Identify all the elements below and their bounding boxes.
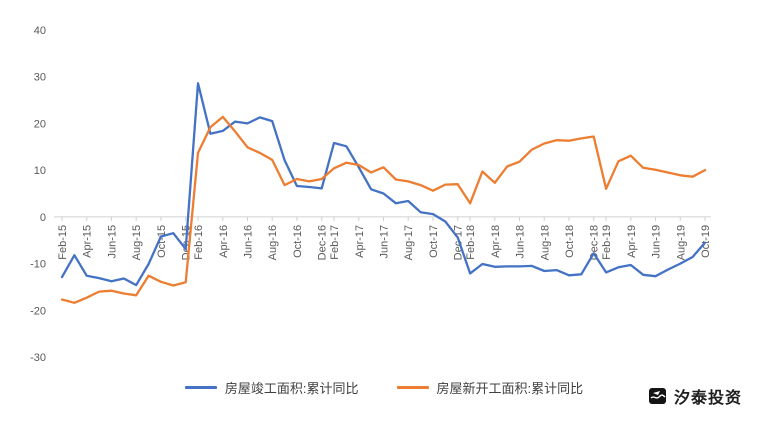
legend-label-new-starts-area: 房屋新开工面积:累计同比: [436, 381, 584, 396]
y-axis-label: -10: [30, 259, 46, 271]
y-axis-label: -30: [30, 352, 46, 364]
y-axis-label: 0: [40, 212, 46, 224]
y-axis-label: 40: [34, 25, 46, 37]
x-axis-label: Apr-19: [626, 225, 638, 258]
x-axis-label: Dec-16: [317, 225, 329, 260]
x-axis-label: Apr-15: [82, 225, 94, 258]
series-line-new-starts-area: [60, 115, 707, 304]
x-axis-label: Aug-16: [267, 225, 279, 260]
x-axis-label: Apr-16: [218, 225, 230, 258]
x-axis-label: Feb-18: [465, 225, 477, 260]
watermark: 汐泰投资: [648, 384, 742, 408]
x-axis-label: Aug-17: [403, 225, 415, 260]
legend-line-sample-blue: [184, 386, 217, 389]
x-axis-label: Aug-18: [539, 225, 551, 260]
company-logo-icon: [648, 388, 666, 404]
x-axis-label: Oct-19: [700, 225, 712, 258]
chart-legend: 房屋竣工面积:累计同比 房屋新开工面积:累计同比: [0, 378, 768, 397]
legend-item-completed-area: 房屋竣工面积:累计同比: [184, 378, 359, 397]
x-axis-label: Oct-18: [564, 225, 576, 258]
x-axis-label: Jun-18: [515, 225, 527, 259]
series-line-completed-area: [60, 82, 707, 287]
x-axis-label: Feb-16: [193, 225, 205, 260]
y-axis-label: 20: [34, 118, 46, 130]
x-axis-label: Jun-15: [106, 225, 118, 259]
x-axis-label: Jun-19: [651, 225, 663, 259]
y-axis-label: 30: [34, 72, 46, 84]
y-axis-label: 10: [34, 165, 46, 177]
x-axis-label: Feb-15: [57, 225, 69, 260]
x-axis-label: Oct-15: [156, 225, 168, 258]
x-axis-label: Feb-19: [601, 225, 613, 260]
x-axis-label: Dec-18: [589, 225, 601, 260]
x-axis-label: Apr-17: [354, 225, 366, 258]
x-axis-label: Feb-17: [329, 225, 341, 260]
x-axis-label: Aug-15: [131, 225, 143, 260]
x-axis-label: Oct-17: [428, 225, 440, 258]
legend-label-completed-area: 房屋竣工面积:累计同比: [224, 381, 359, 396]
x-axis-label: Aug-19: [675, 225, 687, 260]
company-name: 汐泰投资: [673, 390, 742, 407]
legend-item-new-starts-area: 房屋新开工面积:累计同比: [396, 378, 584, 397]
x-axis-label: Apr-18: [490, 225, 502, 258]
x-axis-label: Jun-17: [379, 225, 391, 259]
legend-line-sample-orange: [396, 386, 429, 389]
y-axis-label: -20: [30, 305, 46, 317]
x-axis-label: Jun-16: [242, 225, 254, 259]
x-axis-label: Oct-16: [292, 225, 304, 258]
